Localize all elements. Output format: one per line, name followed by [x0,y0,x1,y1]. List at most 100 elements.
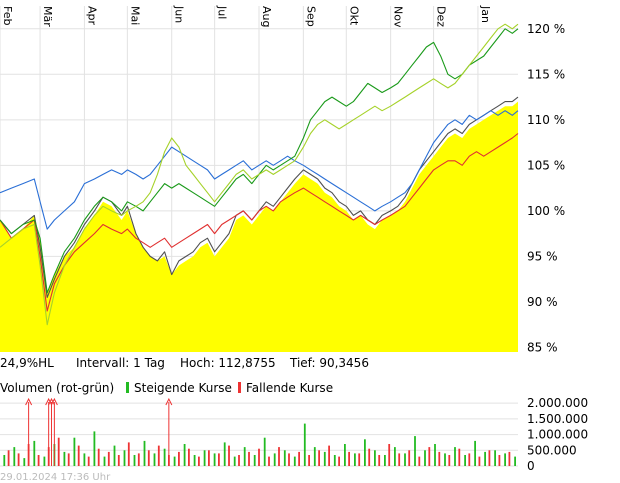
interval-label: Intervall: 1 Tag [76,356,165,370]
volume-spike-arrow [48,397,55,406]
volume-bar [438,451,441,466]
volume-bar [203,450,206,466]
volume-tick-label: 2.000.000 [527,396,588,410]
volume-bar [478,456,481,466]
volume-bar [33,440,36,466]
volume-bar [133,455,136,466]
volume-bar [7,450,10,466]
volume-bar [113,445,116,466]
volume-bar [454,447,456,466]
volume-bar [354,453,356,466]
volume-bar [238,455,240,466]
volume-tick-label: 500.000 [527,443,577,457]
volume-bar [183,444,186,466]
volume-bar [87,456,90,466]
volume-bar [498,455,501,466]
volume-bar [43,456,46,466]
volume-bar [388,444,391,466]
volume-bar [318,450,320,466]
volume-bar [468,453,471,466]
x-axis-labels: Feb Mär Apr Mai Jun Jul Aug Sep Okt Nov Dez Jan [1,5,492,28]
volume-bar [3,455,6,466]
volume-spike-arrow [25,397,33,406]
volume-bar [147,450,150,466]
volume-bar [374,450,376,466]
volume-bar [193,455,196,466]
series-line-blue_line [0,110,519,230]
volume-bar [328,445,330,466]
volume-bar [338,456,340,466]
x-tick-label: Jul [216,5,229,19]
volume-bar [444,453,446,466]
volume-bar [17,453,20,466]
volume-bar [278,447,280,466]
volume-bar [494,450,496,466]
volume-bar [424,450,426,466]
volume-spike-arrow [165,397,173,406]
volume-bar [488,450,491,466]
volume-spike-arrow [50,397,58,406]
volume-bar [223,442,226,466]
volume-bar [143,440,146,466]
volume-bar [73,437,76,466]
volume-bar [198,456,200,466]
volume-bar [434,444,436,466]
volume-bar [233,456,236,466]
volume-bar [253,455,256,466]
volume-bar [218,453,220,466]
x-tick-label: Okt [347,6,360,26]
volume-bar [414,436,416,466]
rising-legend-label: Steigende Kurse [134,381,232,395]
volume-bar [23,458,26,466]
volume-bar [137,453,140,466]
volume-bar [248,451,250,466]
series-line-red_line [0,133,519,312]
y-axis-labels: 85 % 90 % 95 % 100 % 105 % 110 % 115 % 120 % [527,22,565,355]
y-tick-label: 115 % [527,67,565,81]
volume-bar [178,451,180,466]
volume-bar [77,445,80,466]
rising-legend-swatch [126,382,129,393]
volume-bar [398,453,401,466]
series-line-lime_line [0,23,519,326]
x-tick-label: Feb [1,6,14,25]
volume-bar [508,451,511,466]
volume-bar [273,453,276,466]
volume-bar [303,423,306,466]
y-tick-label: 110 % [527,113,565,127]
volume-bar [67,453,70,466]
volume-bar [344,444,346,466]
x-tick-label: Aug [260,6,273,27]
volume-tick-label: 1.000.000 [527,428,588,442]
y-tick-label: 120 % [527,22,565,36]
volume-bar [458,448,461,466]
volume-bar [288,453,290,466]
volume-spikes [25,397,173,466]
volume-bar [364,439,366,466]
volume-bar [323,451,326,466]
x-tick-label: Jun [173,5,186,23]
volume-spike-arrow [45,397,53,406]
volume-bar [213,453,216,466]
volume-bar [103,456,106,466]
volume-bar [313,447,316,466]
volume-bar [308,455,310,466]
volume-bar [298,451,300,466]
volume-bar [404,453,406,466]
volume-bar [263,437,266,466]
price-lines [0,23,519,326]
volume-bar [378,455,381,466]
y-tick-label: 105 % [527,158,565,172]
volume-bar [333,455,336,466]
volume-bar [163,448,166,466]
volume-bar [358,453,361,466]
price-area [0,101,518,352]
volume-tick-label: 0 [527,459,535,473]
y-tick-label: 95 % [527,249,558,263]
volume-bar [173,456,176,466]
volume-bar [97,448,100,466]
x-tick-label: Dez [435,6,448,27]
volume-bar [514,456,516,466]
